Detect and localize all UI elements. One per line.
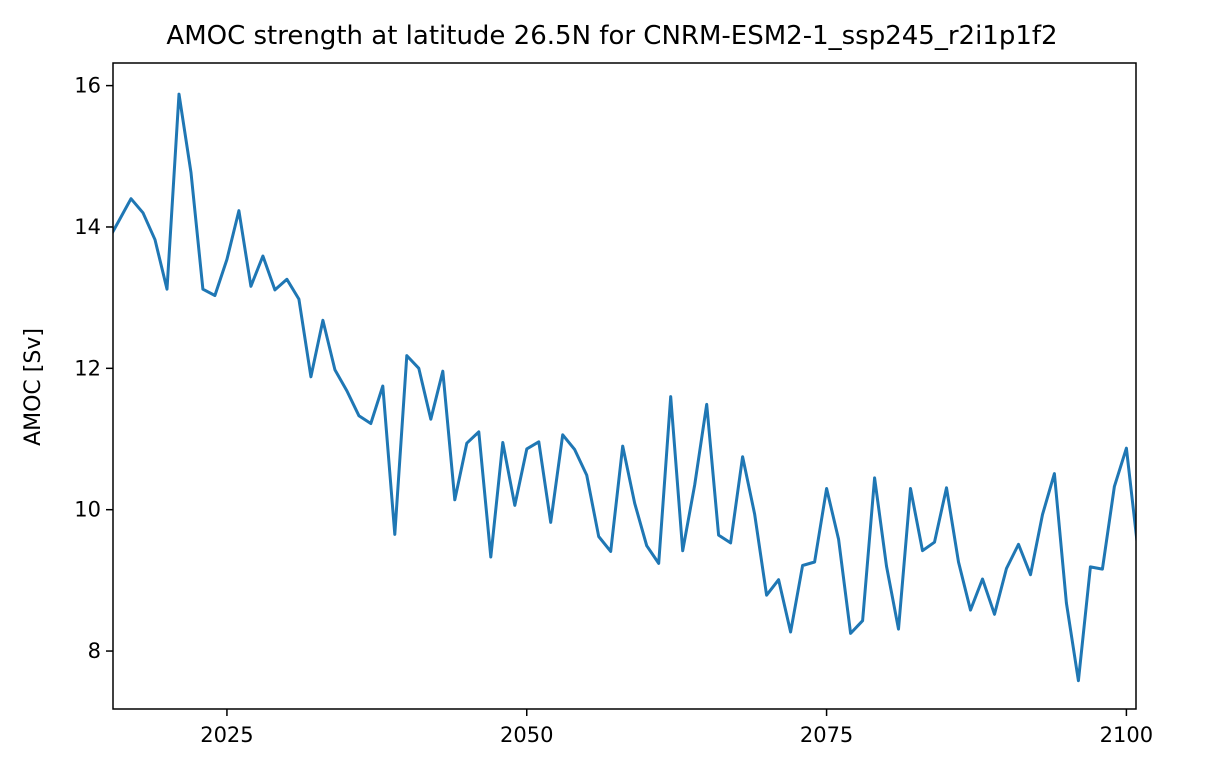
- x-axis: 2025 2050 2075 2100: [200, 709, 1153, 747]
- y-tick-label: 12: [74, 356, 101, 380]
- y-tick-label: 14: [74, 215, 101, 239]
- plot-frame: [112, 62, 1137, 710]
- x-tick-label: 2075: [800, 723, 853, 747]
- y-axis: 8 10 12 14 16: [74, 74, 113, 663]
- y-tick-label: 8: [88, 639, 101, 663]
- x-tick-label: 2100: [1100, 723, 1153, 747]
- y-tick-label: 16: [74, 74, 101, 98]
- chart-title: AMOC strength at latitude 26.5N for CNRM…: [166, 21, 1057, 51]
- y-axis-label: AMOC [Sv]: [21, 328, 46, 446]
- y-tick-label: 10: [74, 498, 101, 522]
- x-tick-label: 2025: [200, 723, 253, 747]
- x-tick-label: 2050: [500, 723, 553, 747]
- amoc-series-line: [113, 92, 1136, 683]
